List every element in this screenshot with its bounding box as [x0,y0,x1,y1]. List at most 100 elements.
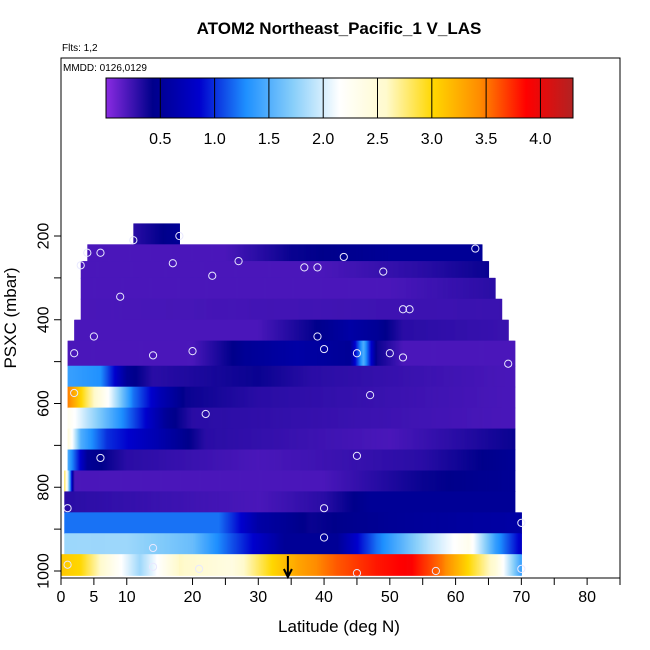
heatmap-cell [175,340,178,367]
heatmap-cell [374,244,376,262]
heatmap-cell [381,298,384,321]
heatmap-cell [435,428,438,451]
heatmap-cell [193,277,196,300]
heatmap-cell [107,449,110,472]
heatmap-cell [302,298,305,321]
heatmap-cell [324,340,327,367]
heatmap-cell [159,340,162,367]
heatmap-cell [88,470,90,493]
heatmap-cell [123,319,125,342]
heatmap-cell [347,428,350,451]
heatmap-cell [259,298,262,321]
heatmap-cell [154,386,157,409]
heatmap-cell [239,428,242,451]
heatmap-cell [260,298,263,321]
heatmap-cell [469,277,471,300]
heatmap-cell [217,449,220,472]
heatmap-cell [401,244,404,262]
heatmap-cell [343,298,346,321]
heatmap-cell [185,470,188,493]
heatmap-cell [110,428,113,451]
heatmap-cell [99,319,101,342]
heatmap-cell [425,365,428,388]
heatmap-cell [156,449,159,472]
heatmap-cell [455,428,458,451]
heatmap-cell [277,244,279,262]
heatmap-cell [72,407,75,430]
heatmap-cell [314,407,317,430]
heatmap-cell [469,340,472,367]
heatmap-cell [150,298,153,321]
heatmap-cell [396,340,399,367]
heatmap-cell [75,470,77,493]
heatmap-cell [139,365,142,388]
heatmap-cell [483,428,486,451]
heatmap-cell [281,386,284,409]
heatmap-cell [423,428,426,451]
heatmap-cell [404,386,407,409]
heatmap-cell [439,365,442,388]
heatmap-cell [259,428,262,451]
heatmap-cell [451,407,454,430]
heatmap-cell [418,340,421,367]
heatmap-cell [133,365,136,388]
heatmap-cell [108,428,111,451]
heatmap-cell [212,428,215,451]
heatmap-cell [457,407,460,430]
heatmap-cell [386,298,389,321]
heatmap-cell [478,386,481,409]
heatmap-cell [352,428,355,451]
heatmap-cell [272,319,274,342]
heatmap-cell [332,261,335,279]
heatmap-cell [387,365,390,388]
heatmap-cell [491,407,494,430]
heatmap-cell [139,340,142,367]
heatmap-cell [155,319,157,342]
heatmap-cell [221,386,224,409]
heatmap-cell [399,449,402,472]
heatmap-cell [139,298,142,321]
heatmap-cell [274,449,277,472]
heatmap-cell [360,449,363,472]
heatmap-cell [242,261,245,279]
heatmap-cell [386,319,388,342]
heatmap-cell [80,365,83,388]
heatmap-cell [81,428,84,451]
heatmap-cell [214,261,217,279]
heatmap-cell [376,319,378,342]
heatmap-cell [234,428,237,451]
heatmap-cell [480,449,483,472]
heatmap-cell [333,277,336,300]
heatmap-cell [325,386,328,409]
heatmap-cell [328,386,331,409]
heatmap-cell [512,340,515,367]
heatmap-cell [479,261,482,279]
heatmap-cell [189,298,192,321]
heatmap-cell [449,319,451,342]
heatmap-cell [75,407,78,430]
heatmap-cell [452,319,454,342]
heatmap-cell [223,340,226,367]
heatmap-cell [244,470,247,493]
heatmap-cell [85,277,88,300]
heatmap-cell [395,386,398,409]
heatmap-cell [439,244,442,262]
heatmap-cell [110,277,113,300]
heatmap-cell [293,340,296,367]
heatmap-cell [75,428,78,451]
heatmap-cell [303,244,305,262]
heatmap-cell [425,407,428,430]
heatmap-cell [104,277,107,300]
heatmap-cell [473,407,476,430]
heatmap-cell [338,449,341,472]
heatmap-cell [151,428,154,451]
heatmap-cell [279,298,282,321]
heatmap-cell [266,407,269,430]
heatmap-cell [388,365,391,388]
heatmap-cell [211,319,213,342]
heatmap-cell [187,407,190,430]
heatmap-cell [245,298,248,321]
heatmap-cell [382,319,384,342]
heatmap-cell [148,386,151,409]
heatmap-cell [477,319,479,342]
